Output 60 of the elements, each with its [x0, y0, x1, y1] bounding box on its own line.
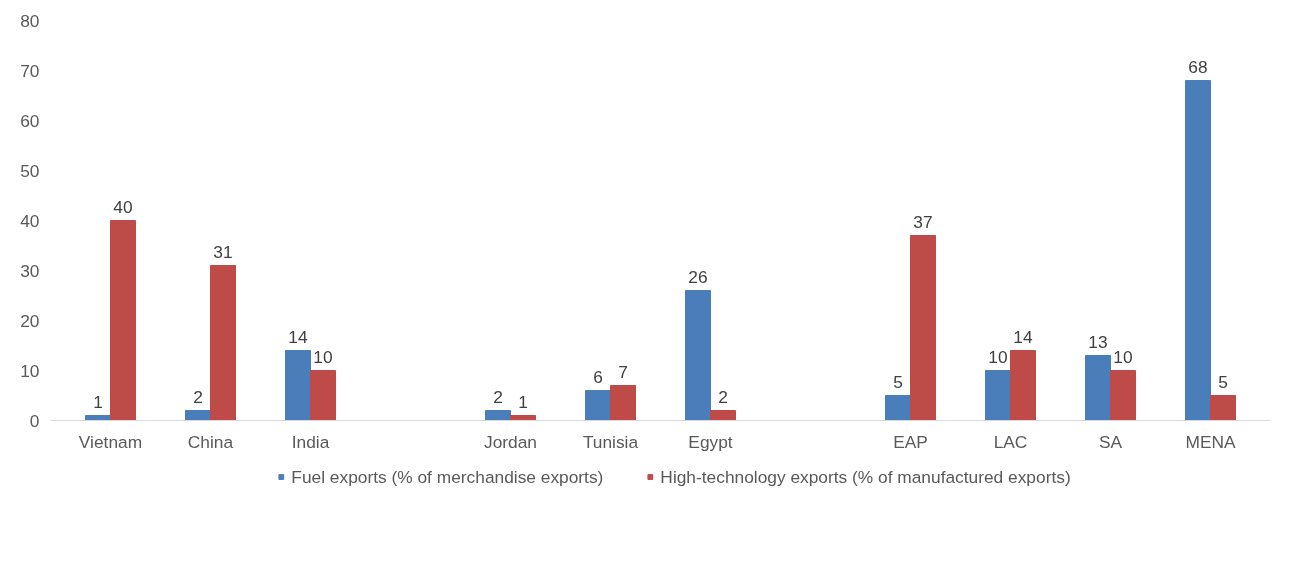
bar: [985, 370, 1011, 421]
bar: [185, 410, 211, 421]
data-label: 2: [493, 386, 503, 407]
bar: [1210, 395, 1236, 421]
bar: [210, 265, 236, 421]
bar: [885, 395, 911, 421]
bar: [610, 385, 636, 421]
data-label: 7: [618, 361, 628, 382]
data-label: 37: [913, 211, 933, 232]
bar: [1010, 350, 1036, 421]
x-tick-label: Tunisia: [582, 431, 639, 452]
bar: [510, 415, 536, 421]
x-tick-label: SA: [1098, 431, 1123, 452]
y-tick-label: 70: [20, 60, 40, 81]
x-tick-label: Egypt: [688, 431, 733, 452]
data-label: 1: [518, 391, 528, 412]
y-tick-label: 40: [20, 210, 40, 231]
y-tick-label: 60: [20, 110, 40, 131]
data-label: 14: [1013, 326, 1033, 347]
y-tick-label: 10: [20, 360, 40, 381]
data-label: 14: [288, 326, 308, 347]
bar: [310, 370, 336, 421]
bar: [285, 350, 311, 421]
bar: [685, 290, 711, 421]
y-tick-label: 0: [29, 410, 40, 431]
y-tick-label: 30: [20, 260, 40, 281]
x-tick-label: India: [291, 431, 330, 452]
data-label: 5: [893, 371, 903, 392]
x-tick-label: China: [187, 431, 234, 452]
x-tick-label: MENA: [1185, 431, 1236, 452]
bar: [910, 235, 936, 421]
data-label: 68: [1188, 56, 1208, 77]
data-label: 40: [113, 196, 133, 217]
legend-label: Fuel exports (% of merchandise exports): [291, 466, 604, 487]
x-tick-label: LAC: [993, 431, 1028, 452]
y-tick-label: 50: [20, 160, 40, 181]
data-label: 1: [93, 391, 103, 412]
bar: [585, 390, 611, 421]
bar: [1185, 80, 1211, 421]
data-label: 10: [988, 346, 1008, 367]
bar: [710, 410, 736, 421]
data-label: 2: [193, 386, 203, 407]
data-label: 10: [1113, 346, 1133, 367]
bar: [110, 220, 136, 421]
bar: [485, 410, 511, 421]
x-tick-label: Jordan: [484, 431, 537, 452]
y-tick-label: 20: [20, 310, 40, 331]
data-label: 31: [213, 241, 233, 262]
bar: [1110, 370, 1136, 421]
data-label: 13: [1088, 331, 1108, 352]
data-label: 2: [718, 386, 728, 407]
x-tick-label: Vietnam: [78, 431, 143, 452]
data-label: 10: [313, 346, 333, 367]
data-label: 5: [1218, 371, 1228, 392]
data-label: 26: [688, 266, 708, 287]
legend-label: High-technology exports (% of manufactured exports): [660, 466, 1071, 487]
x-tick-label: EAP: [893, 431, 928, 452]
y-tick-label: 80: [20, 10, 40, 31]
bar: [1085, 355, 1111, 421]
data-label: 6: [593, 366, 603, 387]
